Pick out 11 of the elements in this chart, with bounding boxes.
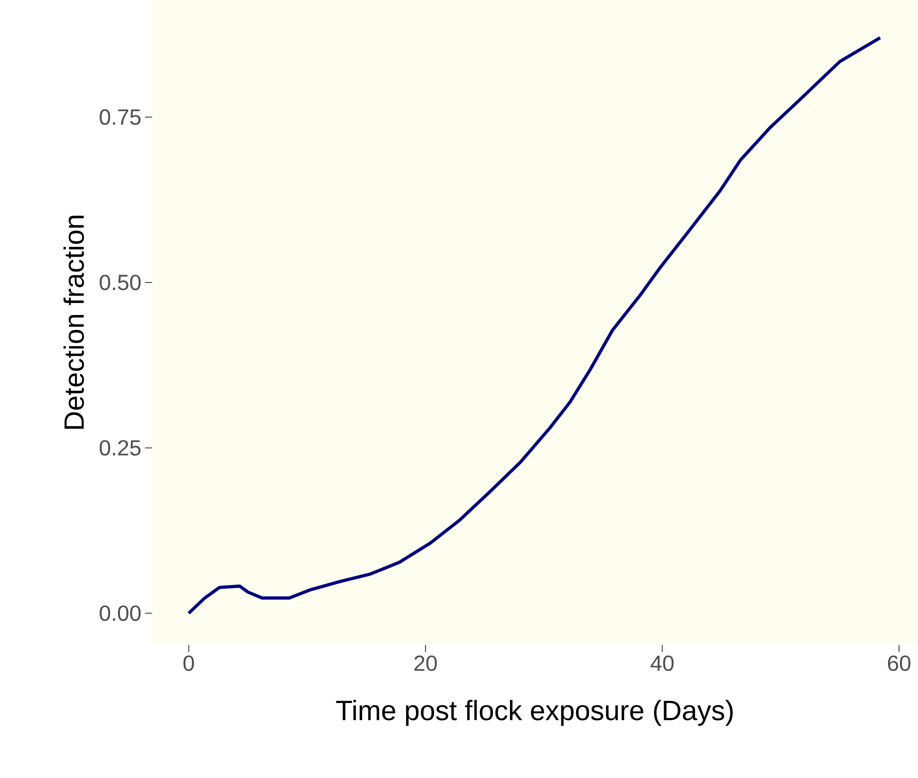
x-tick-label: 40 bbox=[650, 655, 674, 672]
y-tick-label: 0.00 bbox=[100, 605, 141, 621]
x-tick-label: 60 bbox=[888, 655, 910, 672]
x-axis-title: Time post flock exposure (Days) bbox=[336, 700, 733, 726]
y-tick-label: 0.25 bbox=[100, 440, 141, 456]
x-tick-label: 0 bbox=[183, 655, 194, 672]
line-series bbox=[187, 36, 882, 615]
y-tick-label: 0.75 bbox=[100, 109, 141, 125]
x-tick-label: 20 bbox=[414, 655, 437, 672]
y-axis-title: Detection fraction bbox=[64, 216, 84, 429]
y-tick-label: 0.50 bbox=[100, 274, 141, 290]
